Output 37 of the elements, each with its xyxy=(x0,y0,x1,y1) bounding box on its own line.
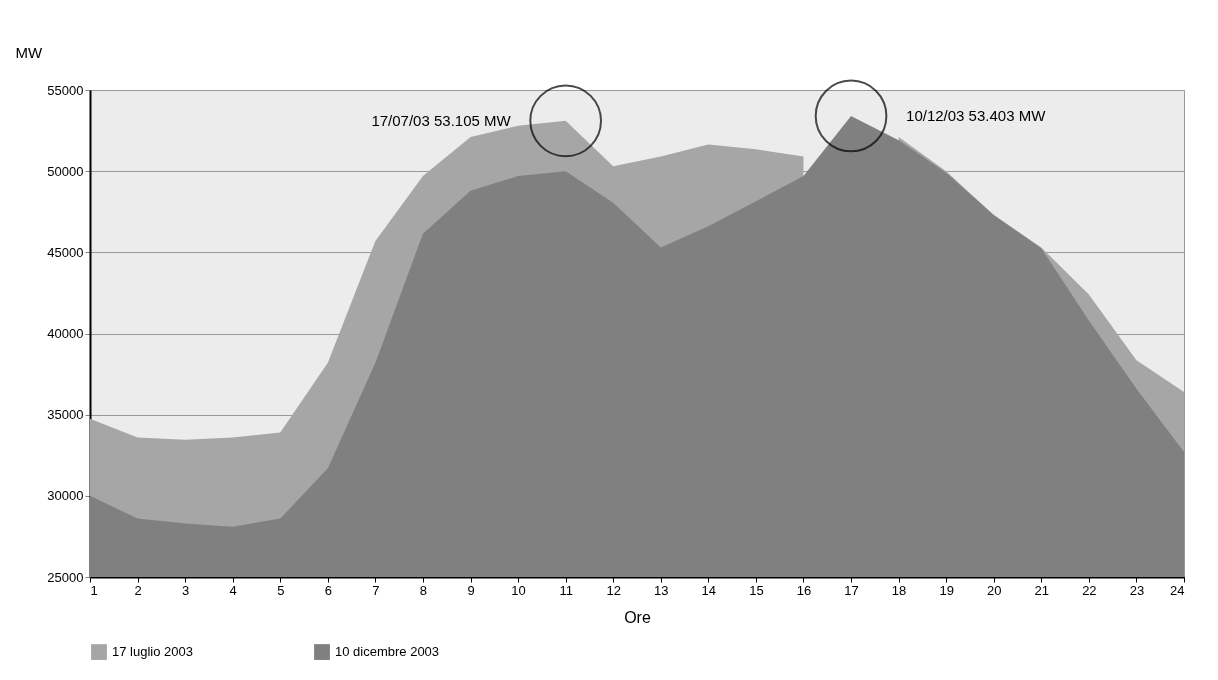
x-tick-label: 18 xyxy=(891,582,907,598)
y-axis-title: MW xyxy=(15,43,43,61)
y-tick-label: 55000 xyxy=(47,82,84,98)
x-tick-label: 5 xyxy=(277,582,285,598)
x-tick-label: 19 xyxy=(939,582,954,598)
x-tick-label: 22 xyxy=(1082,582,1097,598)
annotation: 17/07/03 53.105 MW xyxy=(371,111,512,129)
x-tick-label: 24 xyxy=(1170,582,1185,598)
legend-label: 10 dicembre 2003 xyxy=(335,644,440,660)
y-tick-label: 50000 xyxy=(47,163,84,179)
x-tick-label: 10 xyxy=(511,582,526,598)
x-tick-label: 4 xyxy=(229,582,237,598)
y-tick-label: 40000 xyxy=(47,326,84,341)
x-tick-label: 13 xyxy=(654,582,669,598)
x-tick-label: 14 xyxy=(701,582,717,598)
x-tick-label: 16 xyxy=(796,582,812,598)
x-tick-label: 20 xyxy=(987,582,1002,598)
x-tick-label: 15 xyxy=(749,582,764,598)
x-tick-label: 1 xyxy=(90,582,98,598)
x-tick-label: 12 xyxy=(606,582,621,598)
x-tick-label: 2 xyxy=(134,582,142,598)
x-tick-label: 7 xyxy=(372,582,380,598)
x-tick-label: 23 xyxy=(1129,582,1145,598)
x-tick-label: 8 xyxy=(419,582,428,598)
x-tick-label: 6 xyxy=(324,582,332,598)
x-tick-label: 11 xyxy=(559,582,573,598)
x-tick-label: 21 xyxy=(1034,582,1050,598)
y-tick-label: 30000 xyxy=(47,488,84,504)
y-tick-label: 45000 xyxy=(47,244,84,260)
x-axis-title: Ore xyxy=(624,608,651,626)
x-tick-label: 17 xyxy=(844,582,859,598)
y-tick-label: 35000 xyxy=(47,407,84,423)
x-tick-label: 3 xyxy=(182,582,190,598)
y-tick-label: 25000 xyxy=(47,569,84,585)
annotation: 10/12/03 53.403 MW xyxy=(906,106,1047,124)
x-tick-label: 9 xyxy=(467,582,475,598)
legend-label: 17 luglio 2003 xyxy=(112,644,193,660)
